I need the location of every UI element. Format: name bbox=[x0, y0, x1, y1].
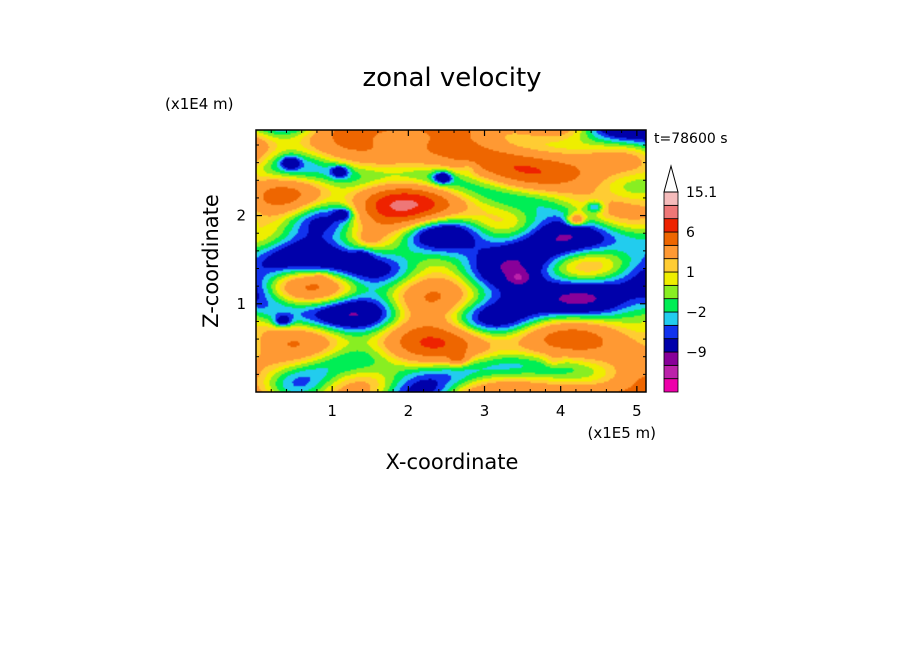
chart-title: zonal velocity bbox=[362, 63, 541, 93]
plot-frame bbox=[255, 129, 647, 393]
colorbar-extend-arrow bbox=[663, 164, 679, 193]
colorbar-label: 6 bbox=[686, 225, 695, 241]
colorbar-label: 15.1 bbox=[686, 185, 717, 201]
x-axis-label: X-coordinate bbox=[386, 450, 519, 474]
colorbar-band-12 bbox=[663, 218, 679, 233]
colorbar-label: 1 bbox=[686, 265, 695, 281]
x-tick-label: 1 bbox=[327, 402, 337, 420]
x-axis-ticks: 1 2 3 4 5 bbox=[270, 130, 642, 420]
colorbar-label: −2 bbox=[686, 305, 707, 321]
y-axis-ticks: 12 bbox=[236, 144, 646, 375]
colorbar-band-4 bbox=[663, 324, 679, 340]
x-tick-label: 4 bbox=[556, 402, 566, 420]
colorbar-band-11 bbox=[663, 231, 679, 246]
y-tick-label: 2 bbox=[236, 207, 246, 225]
colorbar-band-10 bbox=[663, 244, 679, 260]
y-tick-label: 1 bbox=[236, 295, 246, 313]
heatmap-field bbox=[256, 130, 646, 392]
colorbar-band-7 bbox=[663, 284, 679, 300]
x-tick-label: 3 bbox=[480, 402, 490, 420]
x-tick-label: 5 bbox=[632, 402, 642, 420]
colorbar-band-13 bbox=[663, 204, 679, 220]
heatmap-image bbox=[256, 130, 646, 392]
colorbar-band-8 bbox=[663, 271, 679, 286]
y-axis-label: Z-coordinate bbox=[199, 194, 223, 328]
colorbar-band-9 bbox=[663, 258, 679, 273]
colorbar-band-5 bbox=[663, 311, 679, 326]
colorbar: 15.1 6 1 −2 −9 bbox=[663, 164, 717, 393]
time-label: t=78600 s bbox=[654, 131, 728, 147]
colorbar-band-6 bbox=[663, 298, 679, 313]
colorbar-label: −9 bbox=[686, 345, 707, 361]
colorbar-band-2 bbox=[663, 351, 679, 366]
y-scale-label: (x1E4 m) bbox=[165, 95, 234, 113]
colorbar-band-0 bbox=[663, 378, 679, 393]
colorbar-band-14 bbox=[663, 191, 679, 206]
x-tick-label: 2 bbox=[404, 402, 414, 420]
colorbar-band-1 bbox=[663, 364, 679, 380]
x-scale-label: (x1E5 m) bbox=[587, 424, 656, 442]
colorbar-band-3 bbox=[663, 338, 679, 353]
